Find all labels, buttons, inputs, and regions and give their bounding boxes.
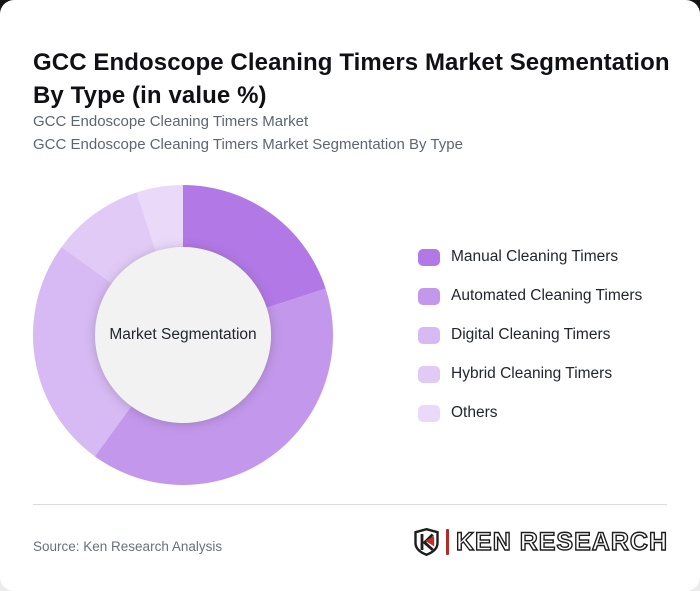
legend-label: Manual Cleaning Timers <box>451 248 619 265</box>
ken-research-logo: KEN RESEARCH <box>414 527 668 557</box>
legend-label: Automated Cleaning Timers <box>451 287 643 304</box>
donut-slice[interactable] <box>33 246 132 457</box>
donut-svg <box>33 185 333 485</box>
donut-slice[interactable] <box>183 185 326 308</box>
page-title: GCC Endoscope Cleaning Timers Market Seg… <box>33 49 670 110</box>
legend-item[interactable]: Hybrid Cleaning Timers <box>418 365 642 383</box>
legend-item[interactable]: Automated Cleaning Timers <box>418 287 642 305</box>
legend-label: Others <box>451 404 498 421</box>
logo-k-red-triangle-icon <box>424 536 434 546</box>
source-note: Source: Ken Research Analysis <box>33 539 223 554</box>
legend-label: Digital Cleaning Timers <box>451 326 611 343</box>
donut-slice[interactable] <box>61 192 156 284</box>
legend-swatch <box>418 365 440 383</box>
legend-swatch <box>418 326 440 344</box>
chart-legend: Manual Cleaning Timers Automated Cleaning… <box>418 248 642 422</box>
footer-divider <box>33 504 667 505</box>
legend-item[interactable]: Manual Cleaning Timers <box>418 248 642 266</box>
legend-swatch <box>418 248 440 266</box>
donut-chart: Market Segmentation <box>33 185 333 485</box>
legend-item[interactable]: Others <box>418 404 642 422</box>
chart-subtitle-market: GCC Endoscope Cleaning Timers Market <box>33 113 309 130</box>
donut-slice[interactable] <box>94 288 333 485</box>
legend-swatch <box>418 287 440 305</box>
donut-hole <box>95 247 271 423</box>
donut-slice[interactable] <box>136 185 183 252</box>
chart-subtitle-segmentation: GCC Endoscope Cleaning Timers Market Seg… <box>33 136 463 153</box>
legend-item[interactable]: Digital Cleaning Timers <box>418 326 642 344</box>
logo-divider-bar <box>445 529 449 555</box>
legend-swatch <box>418 404 440 422</box>
logo-brand-text: KEN RESEARCH <box>455 527 668 556</box>
donut-center-label: Market Segmentation <box>109 326 257 343</box>
legend-label: Hybrid Cleaning Timers <box>451 365 613 382</box>
